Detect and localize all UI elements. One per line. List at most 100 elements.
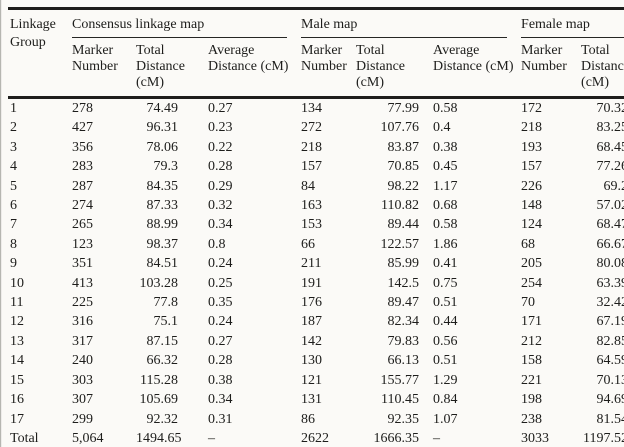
table-cell: 238: [521, 411, 543, 427]
table-cell: 77.26: [596, 159, 624, 175]
table-cell: 303: [72, 372, 93, 388]
table-cell: 0.32: [208, 198, 233, 214]
table-cell: 70.85: [387, 159, 420, 175]
table-cell: 0.41: [433, 256, 458, 272]
table-cell: 124: [521, 217, 543, 233]
table-row: 2 427 96.31 0.23 272 107.76 0.4 218 83.25: [8, 118, 624, 137]
table-cell: 66: [301, 236, 316, 252]
table-cell: 68.47: [596, 217, 624, 233]
table-cell: 0.28: [208, 353, 233, 369]
table-cell: 0.24: [208, 314, 233, 330]
table-cell: 0.31: [208, 411, 233, 427]
table-cell: 88.99: [146, 217, 179, 233]
table-cell: 85.99: [387, 256, 420, 272]
table-cell: 68: [521, 236, 536, 252]
table-row: 15 303 115.28 0.38 121 155.77 1.29 221 70.13: [8, 371, 624, 390]
female-map-group-header: Female map: [519, 9, 624, 38]
table-cell: 163: [301, 198, 323, 214]
consensus-map-group-header: Consensus linkage map: [70, 9, 299, 38]
row-label: 15: [10, 372, 24, 388]
table-cell: 0.75: [433, 275, 458, 291]
table-cell: 155.77: [380, 372, 420, 388]
sub-header-row: Marker Number Total Distance (cM) Averag…: [8, 38, 624, 99]
column-header-female-marker-number: Marker Number: [519, 38, 580, 99]
table-cell: 211: [301, 256, 322, 272]
table-cell: 0.58: [433, 217, 458, 233]
column-header-male-total-distance: Total Distance (cM): [354, 38, 432, 99]
table-row: 13 317 87.15 0.27 142 79.83 0.56 212 82.85: [8, 332, 624, 351]
table-cell: 66.13: [387, 353, 420, 369]
table-cell: 254: [521, 275, 543, 291]
table-cell: 278: [72, 101, 93, 116]
table-cell: 130: [301, 353, 323, 369]
table-cell: 317: [72, 333, 93, 349]
table-cell: 1.29: [433, 372, 458, 388]
table-cell: 0.22: [208, 139, 233, 155]
table-cell: 121: [301, 372, 323, 388]
row-label: 17: [10, 411, 24, 427]
table-cell: 176: [301, 295, 323, 311]
table-cell: 86: [301, 411, 316, 427]
row-label: 12: [10, 314, 24, 330]
row-label: 6: [10, 198, 17, 214]
column-header-consensus-average-distance: Average Distance (cM): [206, 38, 300, 99]
table-cell: 82.34: [387, 314, 420, 330]
table-row: 11 225 77.8 0.35 176 89.47 0.51 70 32.42: [8, 293, 624, 312]
table-body: 127874.490.2713477.990.5817270.32242796.…: [8, 98, 624, 447]
table-cell: 299: [72, 411, 93, 427]
table-cell: 0.35: [208, 295, 233, 311]
table-cell: 158: [521, 353, 543, 369]
row-label: Total: [8, 428, 70, 447]
table-cell: 0.56: [433, 333, 458, 349]
table-cell: 191: [301, 275, 323, 291]
table-row: 14 240 66.32 0.28 130 66.13 0.51 158 64.59: [8, 351, 624, 370]
row-label: 16: [10, 392, 24, 408]
table-cell: 89.47: [387, 295, 420, 311]
table-cell: 272: [301, 120, 323, 136]
table-cell: 123: [72, 236, 93, 252]
table-cell: 70: [521, 295, 536, 311]
table-cell: 0.84: [433, 392, 458, 408]
row-label: 2: [10, 120, 17, 136]
table-cell: 1.17: [433, 178, 458, 194]
table-cell: 316: [72, 314, 93, 330]
table-cell: –: [206, 428, 300, 447]
table-cell: 57.02: [596, 198, 624, 214]
table-cell: 0.29: [208, 178, 233, 194]
column-header-linkage-group: Linkage Group: [8, 8, 70, 99]
row-label: 10: [10, 275, 24, 291]
row-label: 13: [10, 333, 24, 349]
table-cell: 0.25: [208, 275, 233, 291]
table-cell: 94.69: [596, 392, 624, 408]
table-cell: 198: [521, 392, 543, 408]
table-cell: 0.51: [433, 295, 458, 311]
table-cell: 240: [72, 353, 93, 369]
table-cell: 142.5: [387, 275, 420, 291]
table-cell: 89.44: [387, 217, 420, 233]
column-header-female-total-distance: Total Distance (cM): [579, 38, 624, 99]
table-cell: 225: [72, 295, 93, 311]
table-cell: 0.27: [208, 333, 233, 349]
total-row: Total 5,064 1494.65–2622 1666.35–3033 1197.5…: [8, 428, 624, 447]
male-map-group-label: Male map: [301, 16, 508, 38]
table-row: 17 299 92.32 0.31 86 92.35 1.07 238 81.54: [8, 410, 624, 429]
table-cell: 351: [72, 256, 93, 272]
group-header-row: Linkage Group Consensus linkage map Male…: [8, 8, 624, 99]
table-cell: 0.58: [433, 101, 458, 116]
table-cell: 110.45: [381, 392, 420, 408]
table-cell: 0.28: [208, 159, 233, 175]
table-cell: 226: [521, 178, 543, 194]
row-label: 8: [10, 236, 17, 252]
row-label: 5: [10, 178, 17, 194]
row-label: 1: [10, 101, 17, 116]
table-cell: 66.67: [596, 236, 624, 252]
table-cell: 0.27: [208, 101, 233, 116]
table-cell: 171: [521, 314, 543, 330]
table-cell: 142: [301, 333, 323, 349]
table-cell: 63.39: [596, 275, 624, 291]
table-cell: 92.35: [387, 411, 420, 427]
table-cell: 205: [521, 256, 543, 272]
table-cell: 307: [72, 392, 93, 408]
table-cell: 79.83: [387, 333, 420, 349]
